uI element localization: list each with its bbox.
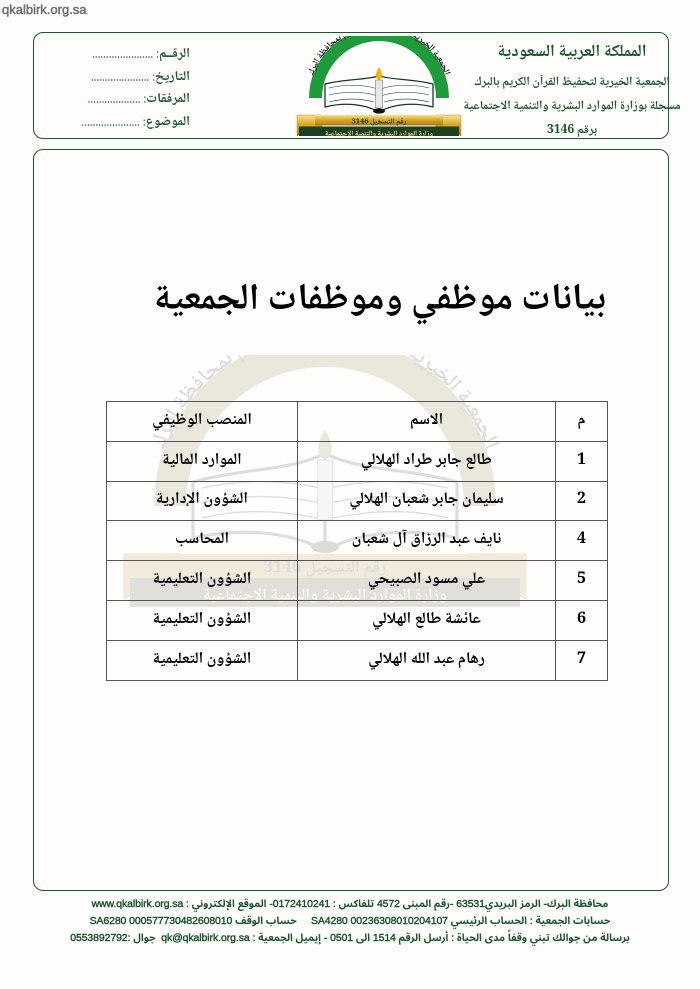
svg-text:وزارة الموارد البشرية والتنمية: وزارة الموارد البشرية والتنمية الاجتماعي…: [325, 128, 433, 137]
svg-text:رقم التسجيل 3146: رقم التسجيل 3146: [352, 115, 407, 128]
